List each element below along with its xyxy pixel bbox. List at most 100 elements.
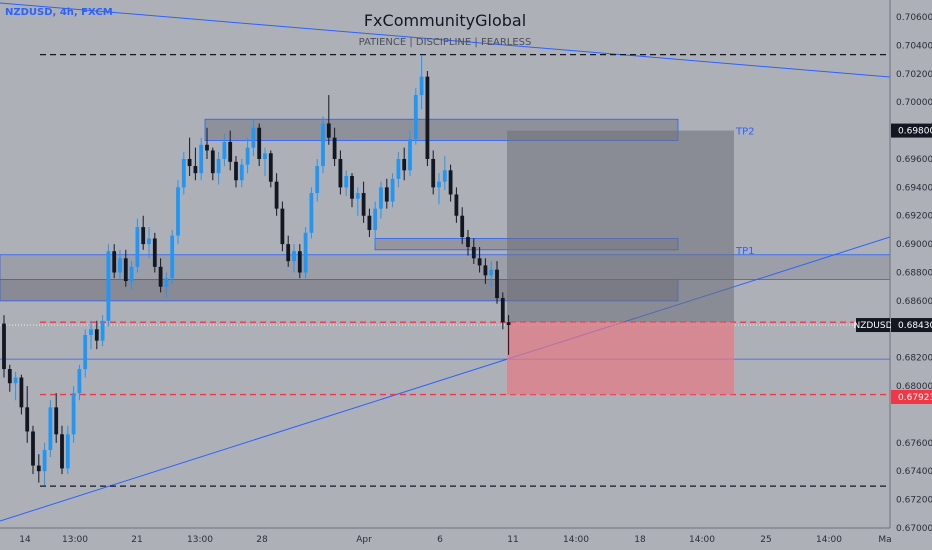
candle xyxy=(65,425,70,475)
badge-value-bg xyxy=(891,318,932,333)
candle xyxy=(471,238,476,264)
candle xyxy=(210,147,215,181)
candle-body xyxy=(239,164,244,181)
candle-body xyxy=(205,144,209,151)
candle-body xyxy=(100,320,105,341)
candle-body xyxy=(187,158,192,167)
candle-body xyxy=(263,153,267,159)
stop-loss-box[interactable] xyxy=(507,322,734,395)
candle xyxy=(268,150,273,188)
candle-body xyxy=(181,158,186,188)
candle xyxy=(187,137,192,176)
candle xyxy=(286,235,291,267)
candle xyxy=(106,244,111,327)
price-axis[interactable] xyxy=(890,0,932,550)
candle xyxy=(338,150,343,195)
candle-body xyxy=(344,176,349,188)
candle xyxy=(181,151,186,195)
candle-body xyxy=(506,322,511,326)
profit-target-box[interactable] xyxy=(507,130,734,323)
candle xyxy=(332,127,337,167)
candle xyxy=(408,130,412,176)
candle-body xyxy=(193,166,198,174)
candle xyxy=(263,147,267,176)
candle xyxy=(419,55,424,110)
time-axis[interactable] xyxy=(0,528,932,550)
candle xyxy=(361,181,366,223)
candle-body xyxy=(83,334,88,370)
candle-body xyxy=(2,323,6,370)
candle-body xyxy=(321,123,325,167)
price-tick-label: 0.68000 xyxy=(896,382,932,392)
candle xyxy=(495,261,499,304)
price-tick-label: 0.70200 xyxy=(896,70,932,80)
watermark-subtitle: PATIENCE | DISCIPLINE | FEARLESS xyxy=(359,37,532,48)
candle-body xyxy=(355,193,360,199)
candle xyxy=(251,119,256,157)
candle xyxy=(390,173,395,208)
candle-body xyxy=(54,407,59,435)
time-tick-label: 14:00 xyxy=(563,535,589,545)
candle-body xyxy=(367,215,372,230)
candle xyxy=(274,173,279,216)
price-tick-label: 0.68200 xyxy=(896,354,932,364)
candle xyxy=(326,95,331,145)
candle-body xyxy=(454,194,459,216)
candle xyxy=(2,315,6,378)
candle-body xyxy=(118,258,122,273)
descending-trendline[interactable] xyxy=(0,2,891,78)
candle-body xyxy=(396,158,401,179)
candle-body xyxy=(13,377,18,384)
candle xyxy=(466,229,470,256)
candle-body xyxy=(31,431,35,466)
candle-body xyxy=(147,238,151,245)
candle xyxy=(442,156,447,191)
candle xyxy=(48,400,53,458)
candle xyxy=(477,246,482,273)
candle xyxy=(222,133,227,167)
price-tick-label: 0.68600 xyxy=(896,297,932,307)
candle xyxy=(7,364,12,392)
candle xyxy=(239,158,244,188)
candle xyxy=(367,208,372,238)
candle-body xyxy=(442,170,447,182)
candle-body xyxy=(25,407,30,432)
candle xyxy=(350,173,354,208)
candle xyxy=(292,244,296,273)
candle-body xyxy=(292,251,296,262)
candle-body xyxy=(431,158,436,188)
candle-body xyxy=(106,251,111,321)
candle xyxy=(460,207,465,245)
time-tick-label: 11 xyxy=(507,535,518,545)
candle-body xyxy=(466,237,470,247)
badge-symbol: NZDUSD xyxy=(853,321,892,331)
candle xyxy=(384,178,389,209)
candle-body xyxy=(373,208,378,230)
candle xyxy=(315,158,320,202)
candle-body xyxy=(500,298,505,323)
candle xyxy=(158,258,163,293)
price-tick-label: 0.70400 xyxy=(896,41,932,51)
price-tick-label: 0.70600 xyxy=(896,13,932,23)
candle xyxy=(36,454,41,483)
candle-body xyxy=(19,377,24,408)
candle xyxy=(94,320,99,350)
time-tick-label: 14:00 xyxy=(689,535,715,545)
candle xyxy=(141,215,146,250)
candle-body xyxy=(477,258,482,266)
candle xyxy=(147,227,151,259)
ascending-trendline[interactable] xyxy=(0,236,891,522)
candle xyxy=(135,218,140,273)
candle-body xyxy=(338,158,343,188)
price-tick-label: 0.67000 xyxy=(896,524,932,534)
candle-body xyxy=(437,181,441,188)
candle-body xyxy=(413,95,418,140)
candle-body xyxy=(483,265,488,276)
price-tick-label: 0.67200 xyxy=(896,496,932,506)
price-badge: NZDUSD 0.68430 xyxy=(853,318,932,333)
candle-body xyxy=(315,166,320,194)
candle xyxy=(257,123,262,167)
candle-body xyxy=(448,170,453,195)
